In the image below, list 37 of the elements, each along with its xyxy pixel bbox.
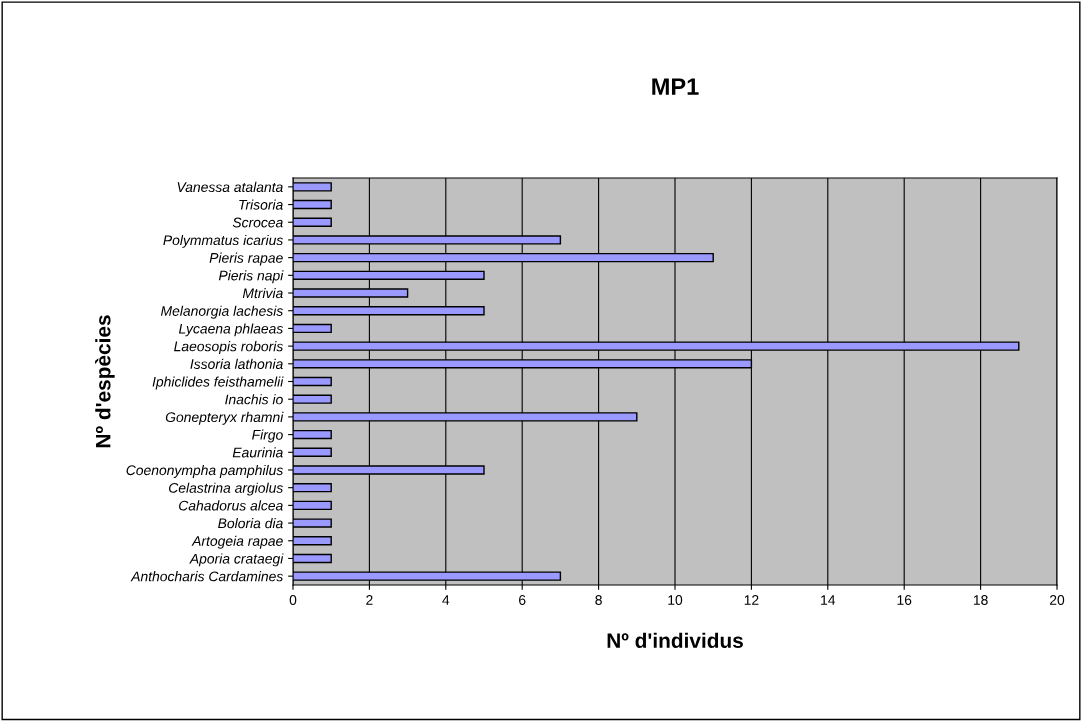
y-tick-label: Lycaena phlaeas: [178, 323, 283, 337]
y-tick-label: Coenonympha pamphilus: [126, 464, 283, 478]
y-tick-label: Trisoria: [239, 199, 283, 210]
x-tick-label: 2: [366, 595, 373, 605]
y-tick-label: Aporia crataegi: [189, 553, 284, 567]
x-axis-title: Nº d'individus: [607, 632, 743, 648]
y-tick-label: Artogeia rapae: [191, 535, 283, 549]
y-tick-label: Pieris rapae: [209, 252, 283, 266]
x-tick-label: 8: [595, 595, 602, 605]
y-tick-label: Melanorgia lachesis: [160, 305, 283, 319]
y-tick-label: Gonepteryx rhamni: [165, 411, 284, 425]
y-tick-label: Mtrivia: [242, 287, 283, 299]
y-tick-label: Firgo: [252, 429, 283, 443]
y-tick-label: Celastrina argiolus: [169, 482, 283, 496]
x-tick-label: 16: [897, 595, 912, 605]
chart-title: MP1: [652, 78, 699, 95]
x-tick-label: 12: [744, 595, 759, 605]
y-tick-label: Pieris napi: [218, 270, 284, 284]
x-tick-label: 20: [1049, 595, 1065, 605]
x-tick-label: 4: [442, 595, 450, 605]
y-tick-label: Polymmatus icarius: [163, 234, 283, 248]
y-tick-label: Laeosopis roboris: [174, 341, 283, 355]
y-tick-label: Scrocea: [232, 217, 283, 228]
x-tick-label: 18: [973, 595, 988, 605]
y-tick-label: Eaurinia: [232, 447, 283, 458]
x-tick-label: 10: [668, 595, 683, 605]
y-tick-label: Anthocharis Cardamines: [130, 571, 283, 582]
y-tick-label: Cahadorus alcea: [179, 500, 283, 511]
y-axis-title: Nº d'espècies: [95, 315, 115, 448]
y-tick-label: Issoria lathonia: [190, 358, 283, 369]
y-tick-label: Iphiclides feisthamelii: [152, 376, 284, 390]
x-tick-label: 14: [821, 595, 836, 605]
x-tick-label: 6: [519, 595, 526, 605]
y-tick-label: Boloria dia: [218, 518, 283, 529]
y-tick-label: Vanessa atalanta: [177, 181, 283, 193]
y-tick-label: Inachis io: [225, 394, 283, 405]
x-tick-label: 0: [289, 595, 297, 605]
